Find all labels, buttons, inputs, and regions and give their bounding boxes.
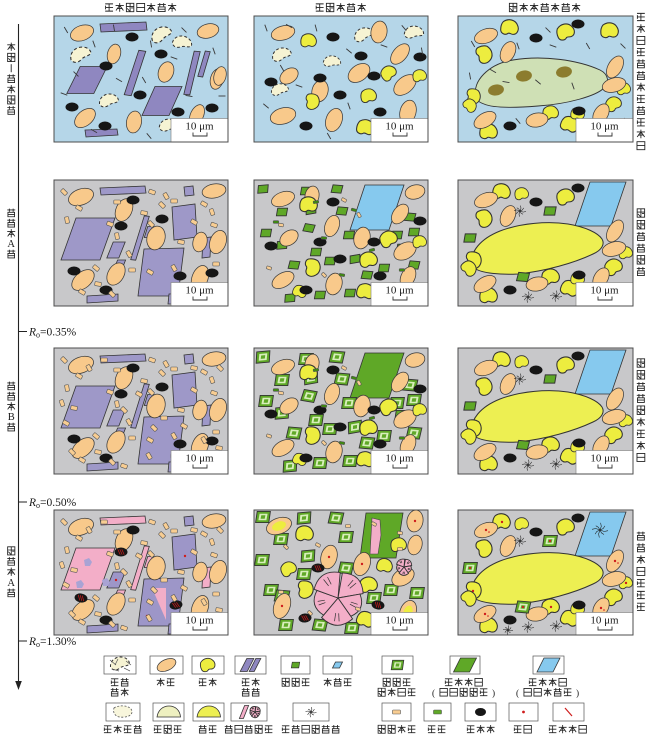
svg-text:): ) (492, 688, 495, 699)
svg-text:10 μm: 10 μm (590, 285, 619, 297)
svg-text:B: B (8, 412, 15, 423)
svg-text:10 μm: 10 μm (590, 121, 619, 133)
svg-text:10 μm: 10 μm (385, 121, 414, 133)
svg-text:A: A (7, 239, 15, 250)
svg-text:10 μm: 10 μm (590, 615, 619, 627)
svg-text:Ro=0.50%: Ro=0.50% (28, 497, 77, 510)
svg-text:10 μm: 10 μm (185, 121, 214, 133)
svg-text:A: A (7, 578, 15, 589)
svg-text:10 μm: 10 μm (385, 615, 414, 627)
svg-text:10 μm: 10 μm (185, 285, 214, 297)
svg-text:Ro=0.35%: Ro=0.35% (28, 327, 77, 340)
svg-text:10 μm: 10 μm (185, 615, 214, 627)
svg-text:(: ( (432, 688, 435, 699)
svg-text:10 μm: 10 μm (385, 453, 414, 465)
svg-text:10 μm: 10 μm (590, 453, 619, 465)
svg-text:10 μm: 10 μm (385, 285, 414, 297)
svg-text:(: ( (516, 688, 519, 699)
svg-text:10 μm: 10 μm (185, 453, 214, 465)
svg-text:): ) (576, 688, 579, 699)
svg-text:Ro=1.30%: Ro=1.30% (28, 636, 77, 649)
